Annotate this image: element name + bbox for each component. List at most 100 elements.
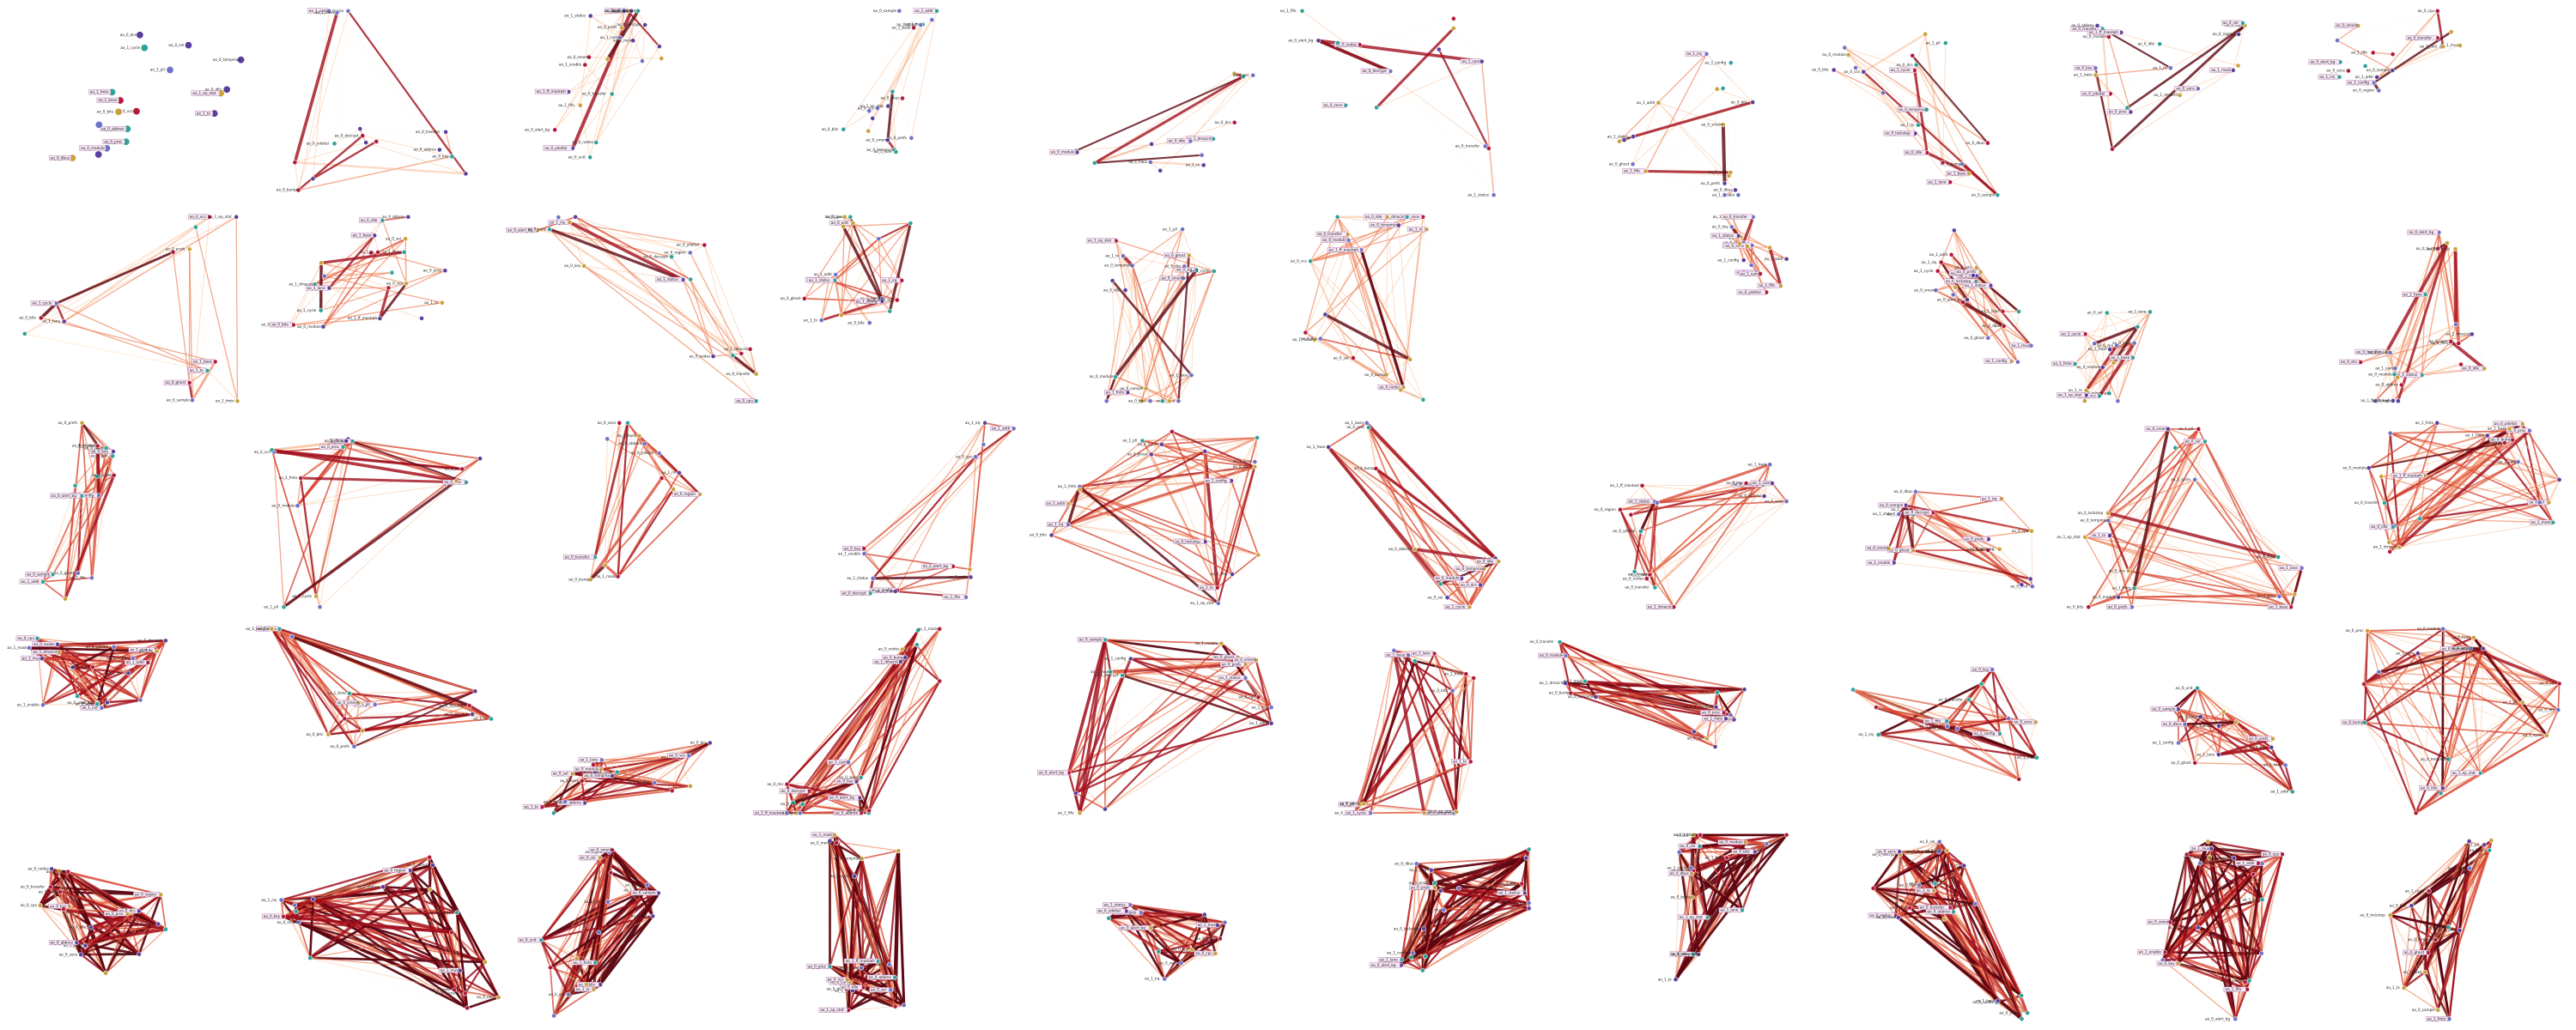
node-label: ao_0_decrypt bbox=[1905, 511, 1929, 515]
graph-node bbox=[968, 574, 974, 580]
node-label: ao_1_hwio bbox=[2403, 292, 2422, 296]
graph-node bbox=[2292, 591, 2298, 597]
node-label: ao_1_dmacnt bbox=[289, 282, 313, 287]
node-label: ao_1_status bbox=[1629, 500, 1650, 504]
graph-node bbox=[1129, 263, 1135, 269]
edge bbox=[1106, 265, 1133, 402]
node-label: ao_1_dmacnt bbox=[2154, 93, 2178, 97]
node-label: ao_0_ghost bbox=[1214, 655, 1235, 659]
edge bbox=[1390, 70, 1489, 149]
node-label: ao_1_addr bbox=[2270, 790, 2289, 794]
graph-node bbox=[2105, 510, 2111, 516]
edge bbox=[322, 251, 379, 328]
graph-node bbox=[901, 1003, 907, 1008]
graph-node bbox=[738, 350, 744, 356]
graph-node bbox=[799, 802, 805, 807]
node-label: ao_0_abbrev bbox=[382, 215, 405, 219]
graph-node bbox=[659, 476, 665, 481]
graph-node bbox=[1189, 947, 1194, 953]
graph-node bbox=[797, 810, 803, 816]
node-label: ao_1_tx bbox=[2092, 533, 2106, 537]
graph-node bbox=[334, 9, 340, 15]
node-label: ao_0_ghost bbox=[1165, 253, 1186, 258]
graph-node bbox=[586, 54, 592, 60]
node-label: ao_1_enable bbox=[1195, 641, 1218, 645]
node-label: ao_0_vcs bbox=[1844, 70, 1860, 74]
edge bbox=[877, 27, 914, 109]
graph-node bbox=[982, 420, 987, 426]
graph-node bbox=[2386, 539, 2392, 545]
node-label: ao_0_nodes bbox=[1196, 936, 1218, 941]
graph-node bbox=[2107, 347, 2113, 352]
node-label-box bbox=[2346, 80, 2373, 86]
node-label: ao_0_lockstep bbox=[2078, 511, 2104, 515]
graph-node bbox=[320, 324, 326, 330]
edge-layer bbox=[1108, 903, 1226, 980]
edge-strong bbox=[1911, 55, 1989, 144]
graph-node bbox=[2555, 707, 2561, 712]
node-label: ao_1_mask bbox=[7, 645, 27, 650]
node-label: ao_0_smem bbox=[860, 296, 882, 300]
node-label: ao_1_lane bbox=[1981, 309, 1999, 313]
node-label: ao_0_transfer bbox=[416, 130, 440, 134]
graph-node bbox=[2233, 719, 2239, 725]
network-panel-5: ao_1_dmacntao_1_hwioao_1_rxao_0_dcsao_0_… bbox=[1049, 70, 1256, 173]
graph-node bbox=[551, 1013, 556, 1019]
node-label: ao_0_key bbox=[1172, 948, 1189, 952]
edge bbox=[207, 370, 238, 402]
node-label: ao_0_decrypt bbox=[131, 922, 155, 926]
edge bbox=[320, 262, 407, 284]
edge bbox=[690, 245, 705, 253]
graph-node bbox=[1910, 52, 1916, 58]
edge bbox=[568, 39, 634, 93]
node-label-box bbox=[1903, 149, 1926, 155]
graph-node bbox=[192, 224, 198, 230]
network-panel-39: ao_1_fmtxao_1_laneao_1_txao_0_bitsao_0_d… bbox=[2150, 685, 2295, 795]
node-label: ao_0_ghost bbox=[1889, 548, 1910, 552]
graph-node bbox=[1630, 161, 1636, 167]
node-label: ao_0_bits bbox=[97, 110, 114, 114]
edge bbox=[1949, 181, 1998, 196]
edge bbox=[1162, 270, 1197, 402]
node-label: ao_0_sample bbox=[1120, 386, 1144, 391]
edge bbox=[1645, 124, 1723, 172]
node-label: ao_0_transfer bbox=[435, 991, 460, 996]
node-label: ao_0_sel bbox=[1233, 73, 1249, 77]
graph-node bbox=[1303, 330, 1309, 336]
edge bbox=[1619, 53, 1707, 142]
node-label: ao_0_dcs bbox=[2538, 707, 2555, 712]
edge bbox=[568, 91, 612, 94]
node-label: ao_1_config bbox=[1717, 258, 1739, 262]
node-label-box bbox=[2074, 65, 2094, 71]
graph-node bbox=[111, 645, 117, 650]
node-label: ao_1_rx bbox=[424, 300, 439, 305]
graph-node bbox=[1736, 240, 1742, 246]
graph-node bbox=[2387, 548, 2393, 554]
edge bbox=[191, 360, 216, 401]
node-label: ao_1_cam bbox=[1753, 481, 1771, 485]
edge bbox=[574, 216, 690, 253]
node-label-box bbox=[1460, 58, 1481, 64]
node-label: ao_0_sample bbox=[633, 891, 657, 895]
graph-node bbox=[2543, 732, 2549, 738]
graph-node bbox=[1252, 459, 1258, 464]
graph-node bbox=[2016, 776, 2022, 782]
edge bbox=[2364, 722, 2416, 814]
node-label: ao_1_dmacnt bbox=[1648, 604, 1672, 609]
graph-node bbox=[465, 1005, 470, 1011]
node-label: ao_0_module bbox=[297, 324, 321, 329]
node-label: ao_1_fifo bbox=[2351, 51, 2367, 55]
graph-node bbox=[449, 154, 455, 160]
node-label-box bbox=[2308, 59, 2340, 65]
graph-node bbox=[2282, 762, 2288, 768]
graph-node bbox=[105, 700, 110, 706]
graph-node bbox=[1308, 258, 1313, 264]
node-label: ao_1_ff_maskwh bbox=[2089, 30, 2119, 34]
graph-node bbox=[1722, 192, 1728, 198]
node-label: ao_1_fmtx bbox=[216, 398, 234, 403]
node-label: ao_0_sens bbox=[1324, 103, 1343, 107]
node-label: ao_0_cpu bbox=[736, 398, 753, 403]
graph-node bbox=[1996, 546, 2002, 552]
node-label: ao_0_bump bbox=[276, 188, 297, 192]
node-label: ao_1_dmacnt bbox=[2445, 332, 2470, 336]
